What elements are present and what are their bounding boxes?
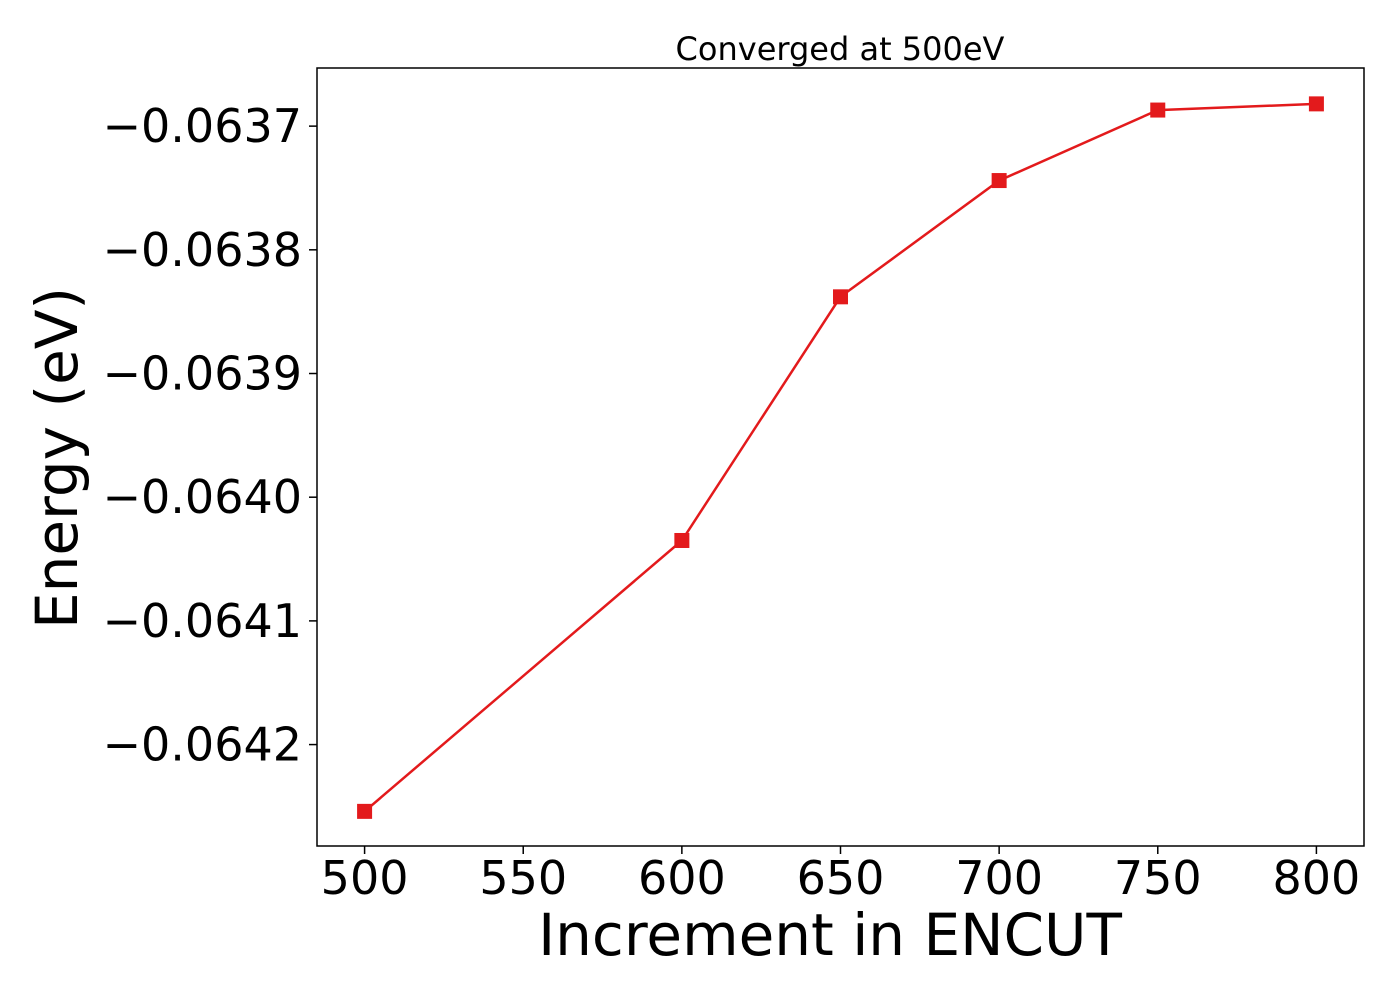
series-layer xyxy=(357,96,1324,819)
plot-area-frame xyxy=(316,67,1365,847)
data-point-marker xyxy=(357,803,373,819)
y-tick-label: −0.0639 xyxy=(103,347,303,401)
y-axis: −0.0642 −0.0641 −0.0640 −0.0639 −0.0638 −0.06… xyxy=(103,99,317,772)
x-tick-label: 550 xyxy=(479,851,567,905)
x-tick-label: 800 xyxy=(1273,851,1361,905)
data-point-marker xyxy=(1150,102,1166,118)
x-tick-label: 750 xyxy=(1114,851,1202,905)
data-point-marker xyxy=(991,173,1007,189)
x-tick-label: 500 xyxy=(321,851,409,905)
x-axis: 500 550 600 650 700 750 800 xyxy=(321,846,1361,905)
chart-title: Converged at 500eV xyxy=(676,30,1005,68)
y-tick-label: −0.0641 xyxy=(103,594,303,648)
x-tick-label: 600 xyxy=(638,851,726,905)
data-point-marker xyxy=(833,289,848,305)
series-line xyxy=(363,102,1317,813)
x-tick-label: 650 xyxy=(797,851,885,905)
data-point-marker xyxy=(674,532,690,548)
x-tick-label: 700 xyxy=(955,851,1043,905)
y-tick-label: −0.0638 xyxy=(103,223,303,277)
y-axis-title: Energy (eV) xyxy=(23,287,91,629)
y-tick-label: −0.0642 xyxy=(103,718,303,772)
y-tick-label: −0.0637 xyxy=(103,99,303,153)
x-axis-title: Increment in ENCUT xyxy=(538,901,1122,969)
y-tick-label: −0.0640 xyxy=(103,470,303,524)
data-point-marker xyxy=(1308,96,1324,112)
